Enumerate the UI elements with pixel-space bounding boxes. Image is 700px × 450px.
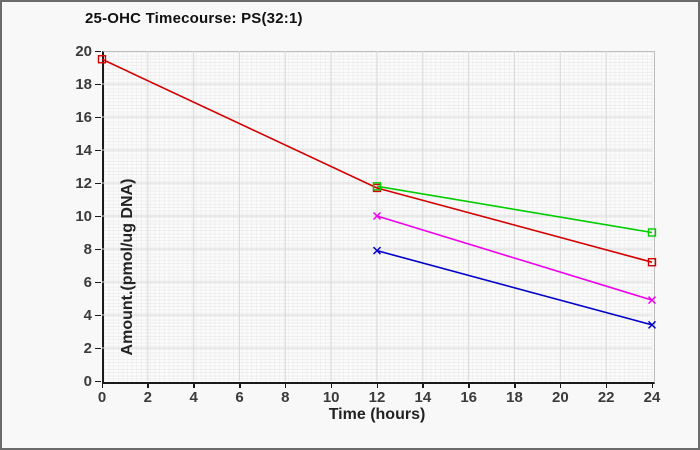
- x-tick-mark: [514, 382, 516, 388]
- series-line-blue-x: [376, 249, 653, 326]
- x-tick-label: 6: [235, 389, 244, 406]
- x-marker-blue-x: [372, 246, 382, 255]
- x-tick-mark: [239, 382, 241, 388]
- x-tick-label: 0: [97, 389, 107, 406]
- x-tick-label: 22: [597, 389, 615, 406]
- x-tick-label: 4: [189, 389, 198, 406]
- y-tick-label: 0: [83, 372, 92, 390]
- x-tick-mark: [422, 382, 424, 388]
- square-marker-red-squares: [97, 55, 107, 64]
- y-tick-label: 20: [75, 42, 92, 60]
- x-marker-magenta-x: [372, 211, 382, 221]
- x-tick-label: 18: [506, 389, 523, 406]
- x-marker-blue-x: [647, 320, 657, 329]
- y-axis-label: Amount.(pmol/ug DNA): [119, 178, 136, 356]
- x-tick-label: 10: [322, 389, 340, 406]
- x-axis-label: Time (hours): [328, 406, 426, 423]
- x-tick-label: 20: [551, 389, 569, 406]
- x-tick-mark: [559, 382, 562, 388]
- y-tick-label: 10: [75, 207, 92, 225]
- x-tick-mark: [605, 382, 608, 388]
- x-tick-mark: [376, 382, 378, 388]
- x-tick-mark: [468, 382, 470, 388]
- y-tick-label: 12: [75, 174, 92, 192]
- y-tick-mark: [95, 182, 101, 184]
- x-tick-label: 8: [281, 389, 290, 406]
- chart-title: 25-OHC Timecourse: PS(32:1): [85, 10, 303, 27]
- series-line-green-squares: [376, 185, 653, 234]
- y-tick-label: 6: [83, 273, 92, 291]
- y-tick-mark: [95, 314, 101, 316]
- x-tick-mark: [284, 382, 287, 388]
- y-tick-label: 14: [75, 141, 92, 159]
- x-tick-label: 2: [143, 389, 152, 406]
- y-tick-mark: [95, 116, 101, 118]
- y-tick-mark: [95, 149, 101, 151]
- x-tick-mark: [330, 382, 333, 388]
- y-tick-mark: [95, 83, 101, 85]
- series-line-magenta-x: [376, 215, 653, 301]
- plot-area: Amount.(pmol/ug DNA): [97, 51, 657, 384]
- square-marker-green-squares: [372, 182, 382, 191]
- y-tick-mark: [95, 50, 101, 52]
- x-tick-mark: [147, 382, 149, 388]
- x-tick-label: 12: [368, 389, 386, 406]
- x-tick-label: 16: [460, 389, 477, 406]
- x-tick-label: 24: [643, 389, 661, 406]
- y-tick-mark: [95, 347, 101, 349]
- series-line-red-squares: [101, 58, 653, 263]
- y-tick-label: 18: [75, 75, 92, 93]
- y-tick-mark: [95, 248, 101, 250]
- x-tick-label: 14: [414, 389, 432, 406]
- y-tick-label: 8: [83, 240, 92, 258]
- y-tick-mark: [95, 215, 101, 217]
- y-tick-label: 4: [83, 306, 92, 324]
- square-marker-red-squares: [647, 257, 657, 267]
- plot-svg: [97, 51, 657, 381]
- y-tick-mark: [95, 281, 101, 283]
- square-marker-green-squares: [647, 228, 657, 237]
- x-tick-mark: [101, 382, 103, 388]
- x-marker-magenta-x: [647, 296, 657, 305]
- y-tick-label: 2: [83, 339, 92, 357]
- x-tick-mark: [193, 382, 195, 388]
- x-tick-mark: [651, 382, 653, 388]
- y-tick-mark: [95, 380, 101, 382]
- y-tick-label: 16: [75, 108, 92, 126]
